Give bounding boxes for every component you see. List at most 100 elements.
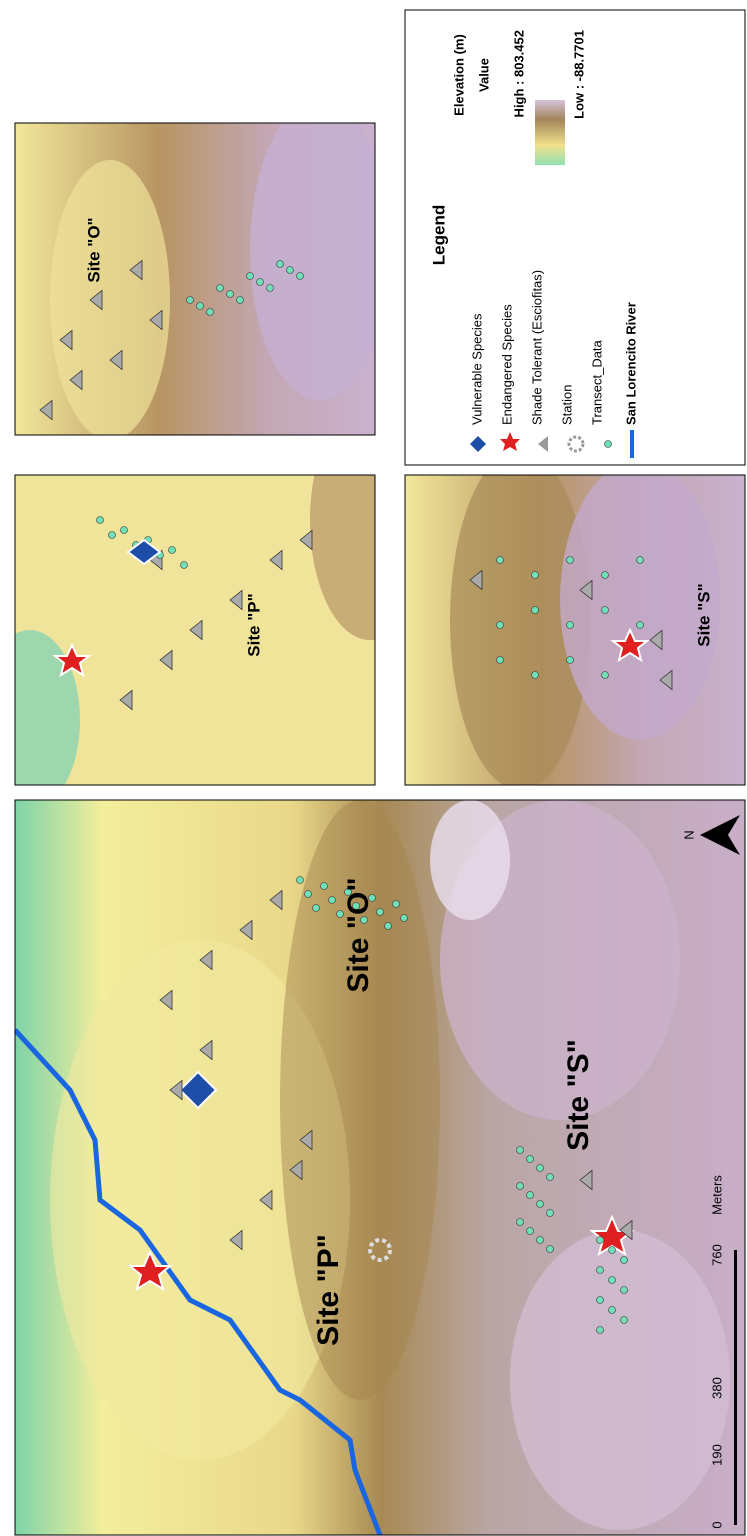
transect-point <box>246 272 254 280</box>
transect-point <box>608 1276 616 1284</box>
transect-point <box>108 531 116 539</box>
shade-tolerant-marker <box>39 399 53 421</box>
transect-point <box>516 1218 524 1226</box>
transect-point <box>352 902 360 910</box>
site-label: Site "O" <box>84 217 103 282</box>
shade-tolerant-marker <box>199 1039 213 1061</box>
transect-point <box>120 526 128 534</box>
shade-tolerant-marker <box>649 629 663 651</box>
scale-line <box>734 1250 737 1525</box>
transect-point <box>601 606 609 614</box>
transect-point <box>566 621 574 629</box>
transect-point <box>296 876 304 884</box>
transect-point <box>216 284 224 292</box>
shade-tolerant-marker <box>659 669 673 691</box>
shade-tolerant-marker <box>149 309 163 331</box>
transect-point <box>596 1326 604 1334</box>
legend-label: Endangered Species <box>499 304 514 425</box>
shade-tolerant-marker <box>469 569 483 591</box>
transect-point <box>620 1256 628 1264</box>
legend-label: Shade Tolerant (Esciofitas) <box>529 270 544 425</box>
transect-point <box>180 561 188 569</box>
shade-tolerant-marker <box>129 259 143 281</box>
transect-point <box>276 260 284 268</box>
transect-point <box>596 1266 604 1274</box>
elevation-high: High : 803.452 <box>511 30 526 117</box>
inset-p <box>15 475 375 785</box>
transect-point <box>496 621 504 629</box>
transect-point <box>531 671 539 679</box>
transect-point <box>376 908 384 916</box>
legend-symbol <box>470 436 486 452</box>
shade-tolerant-marker <box>189 619 203 641</box>
transect-point <box>344 888 352 896</box>
inset-frame <box>404 474 746 786</box>
shade-tolerant-marker <box>119 689 133 711</box>
endangered-marker <box>127 1249 173 1292</box>
legend-title: Legend <box>429 205 448 265</box>
transect-point <box>546 1209 554 1217</box>
shade-tolerant-marker <box>619 1219 633 1241</box>
transect-point <box>526 1191 534 1199</box>
elevation-subtitle: Value <box>476 58 491 92</box>
transect-point <box>526 1227 534 1235</box>
transect-point <box>286 266 294 274</box>
shade-tolerant-marker <box>269 549 283 571</box>
scale-tick: 760 <box>709 1244 724 1266</box>
scale-tick: 380 <box>709 1377 724 1399</box>
legend-label: Transect_Data <box>589 339 604 425</box>
scale-tick: 0 <box>709 1521 724 1528</box>
transect-point <box>360 916 368 924</box>
elevation-low: Low : -88.7701 <box>571 30 586 119</box>
elevation-title: Elevation (m) <box>451 34 466 116</box>
transect-point <box>384 922 392 930</box>
shade-tolerant-marker <box>579 579 593 601</box>
transect-point <box>620 1316 628 1324</box>
transect-point <box>536 1164 544 1172</box>
inset-s <box>405 475 745 785</box>
shade-tolerant-marker <box>109 349 123 371</box>
transect-point <box>226 290 234 298</box>
transect-point <box>601 571 609 579</box>
legend-symbol <box>538 436 548 452</box>
transect-point <box>368 894 376 902</box>
transect-point <box>601 671 609 679</box>
shade-tolerant-marker <box>89 289 103 311</box>
transect-point <box>596 1296 604 1304</box>
legend-symbol <box>500 432 520 451</box>
legend-symbol <box>604 440 612 448</box>
transect-point <box>536 1200 544 1208</box>
transect-point <box>96 516 104 524</box>
legend-items <box>470 430 634 458</box>
transect-point <box>328 896 336 904</box>
shade-tolerant-marker <box>169 1079 183 1101</box>
shade-tolerant-marker <box>289 1159 303 1181</box>
transect-point <box>496 656 504 664</box>
transect-point <box>566 656 574 664</box>
shade-tolerant-marker <box>159 989 173 1011</box>
shade-tolerant-marker <box>239 919 253 941</box>
shade-tolerant-marker <box>59 329 73 351</box>
legend-box <box>404 9 746 466</box>
legend-label: Vulnerable Species <box>469 313 484 425</box>
transect-point <box>546 1173 554 1181</box>
shade-tolerant-marker <box>199 949 213 971</box>
transect-point <box>400 914 408 922</box>
site-label: Site "P" <box>244 593 263 656</box>
transect-point <box>320 882 328 890</box>
transect-point <box>531 606 539 614</box>
shade-tolerant-marker <box>69 369 83 391</box>
river <box>15 1028 383 1535</box>
legend-symbol <box>567 435 585 453</box>
vulnerable-marker <box>178 1070 218 1110</box>
transect-point <box>608 1306 616 1314</box>
legend-symbol <box>630 430 634 458</box>
transect-point <box>546 1245 554 1253</box>
transect-point <box>526 1155 534 1163</box>
transect-point <box>256 278 264 286</box>
shade-tolerant-marker <box>259 1189 273 1211</box>
transect-points <box>159 876 633 1334</box>
main-frame <box>14 799 746 1536</box>
transect-point <box>536 1236 544 1244</box>
